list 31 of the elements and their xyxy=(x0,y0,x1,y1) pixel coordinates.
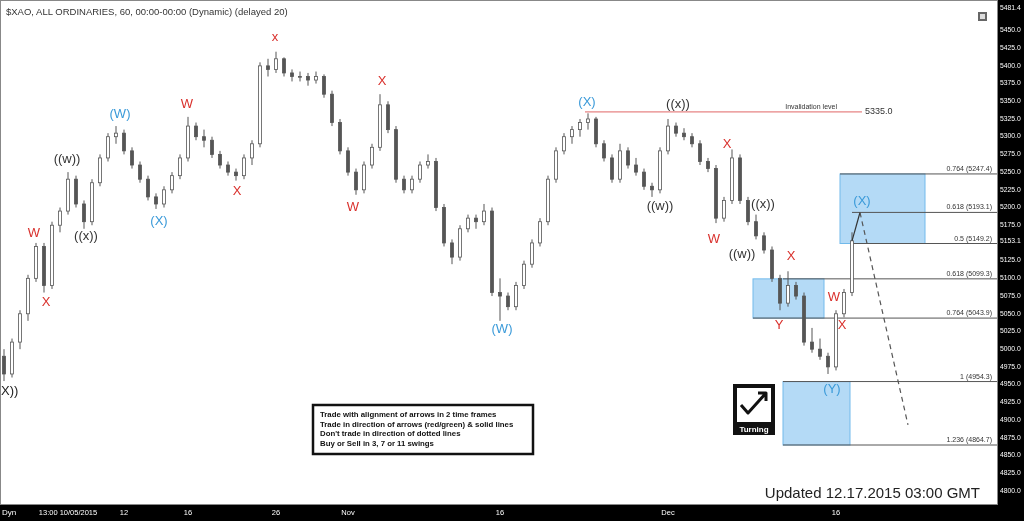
annotation: (X) xyxy=(853,193,871,209)
annotation: X xyxy=(41,294,51,310)
annotation: W xyxy=(707,231,721,247)
annotation: ((x)) xyxy=(666,96,690,112)
annotation: (X) xyxy=(578,94,596,110)
annotation: 5335.0 xyxy=(865,106,893,117)
annotation: Turning xyxy=(739,425,769,434)
annotation: X xyxy=(232,183,242,199)
annotation: (W) xyxy=(109,106,131,122)
annotation: ((w)) xyxy=(53,151,81,167)
annotation: X xyxy=(377,73,387,89)
text: Dyn xyxy=(2,508,17,517)
annotation: X xyxy=(837,317,847,333)
annotation: X xyxy=(786,248,796,264)
annotation: ((x)) xyxy=(751,196,775,212)
annotation: ((x)) xyxy=(74,228,98,244)
annotation: W xyxy=(27,225,41,241)
annotation: X xyxy=(722,136,732,152)
annotation: (W) xyxy=(491,321,513,337)
annotation: x xyxy=(271,29,279,45)
annotation: ((w)) xyxy=(728,246,756,262)
annotation: W xyxy=(346,199,360,215)
annotation: Y xyxy=(774,317,784,333)
annotation: (Y) xyxy=(823,381,841,397)
annotation: (X) xyxy=(150,213,168,229)
annotation: W xyxy=(827,289,841,305)
annotation: Updated 12.17.2015 03:00 GMT xyxy=(764,484,980,501)
text: $XAO, ALL ORDINARIES, 60, 00:00-00:00 (Dynamic) (delayed 20) xyxy=(6,6,288,17)
annotation: ((w)) xyxy=(646,198,674,214)
annotation: W xyxy=(180,96,194,112)
annotation: X)) xyxy=(1,383,19,399)
